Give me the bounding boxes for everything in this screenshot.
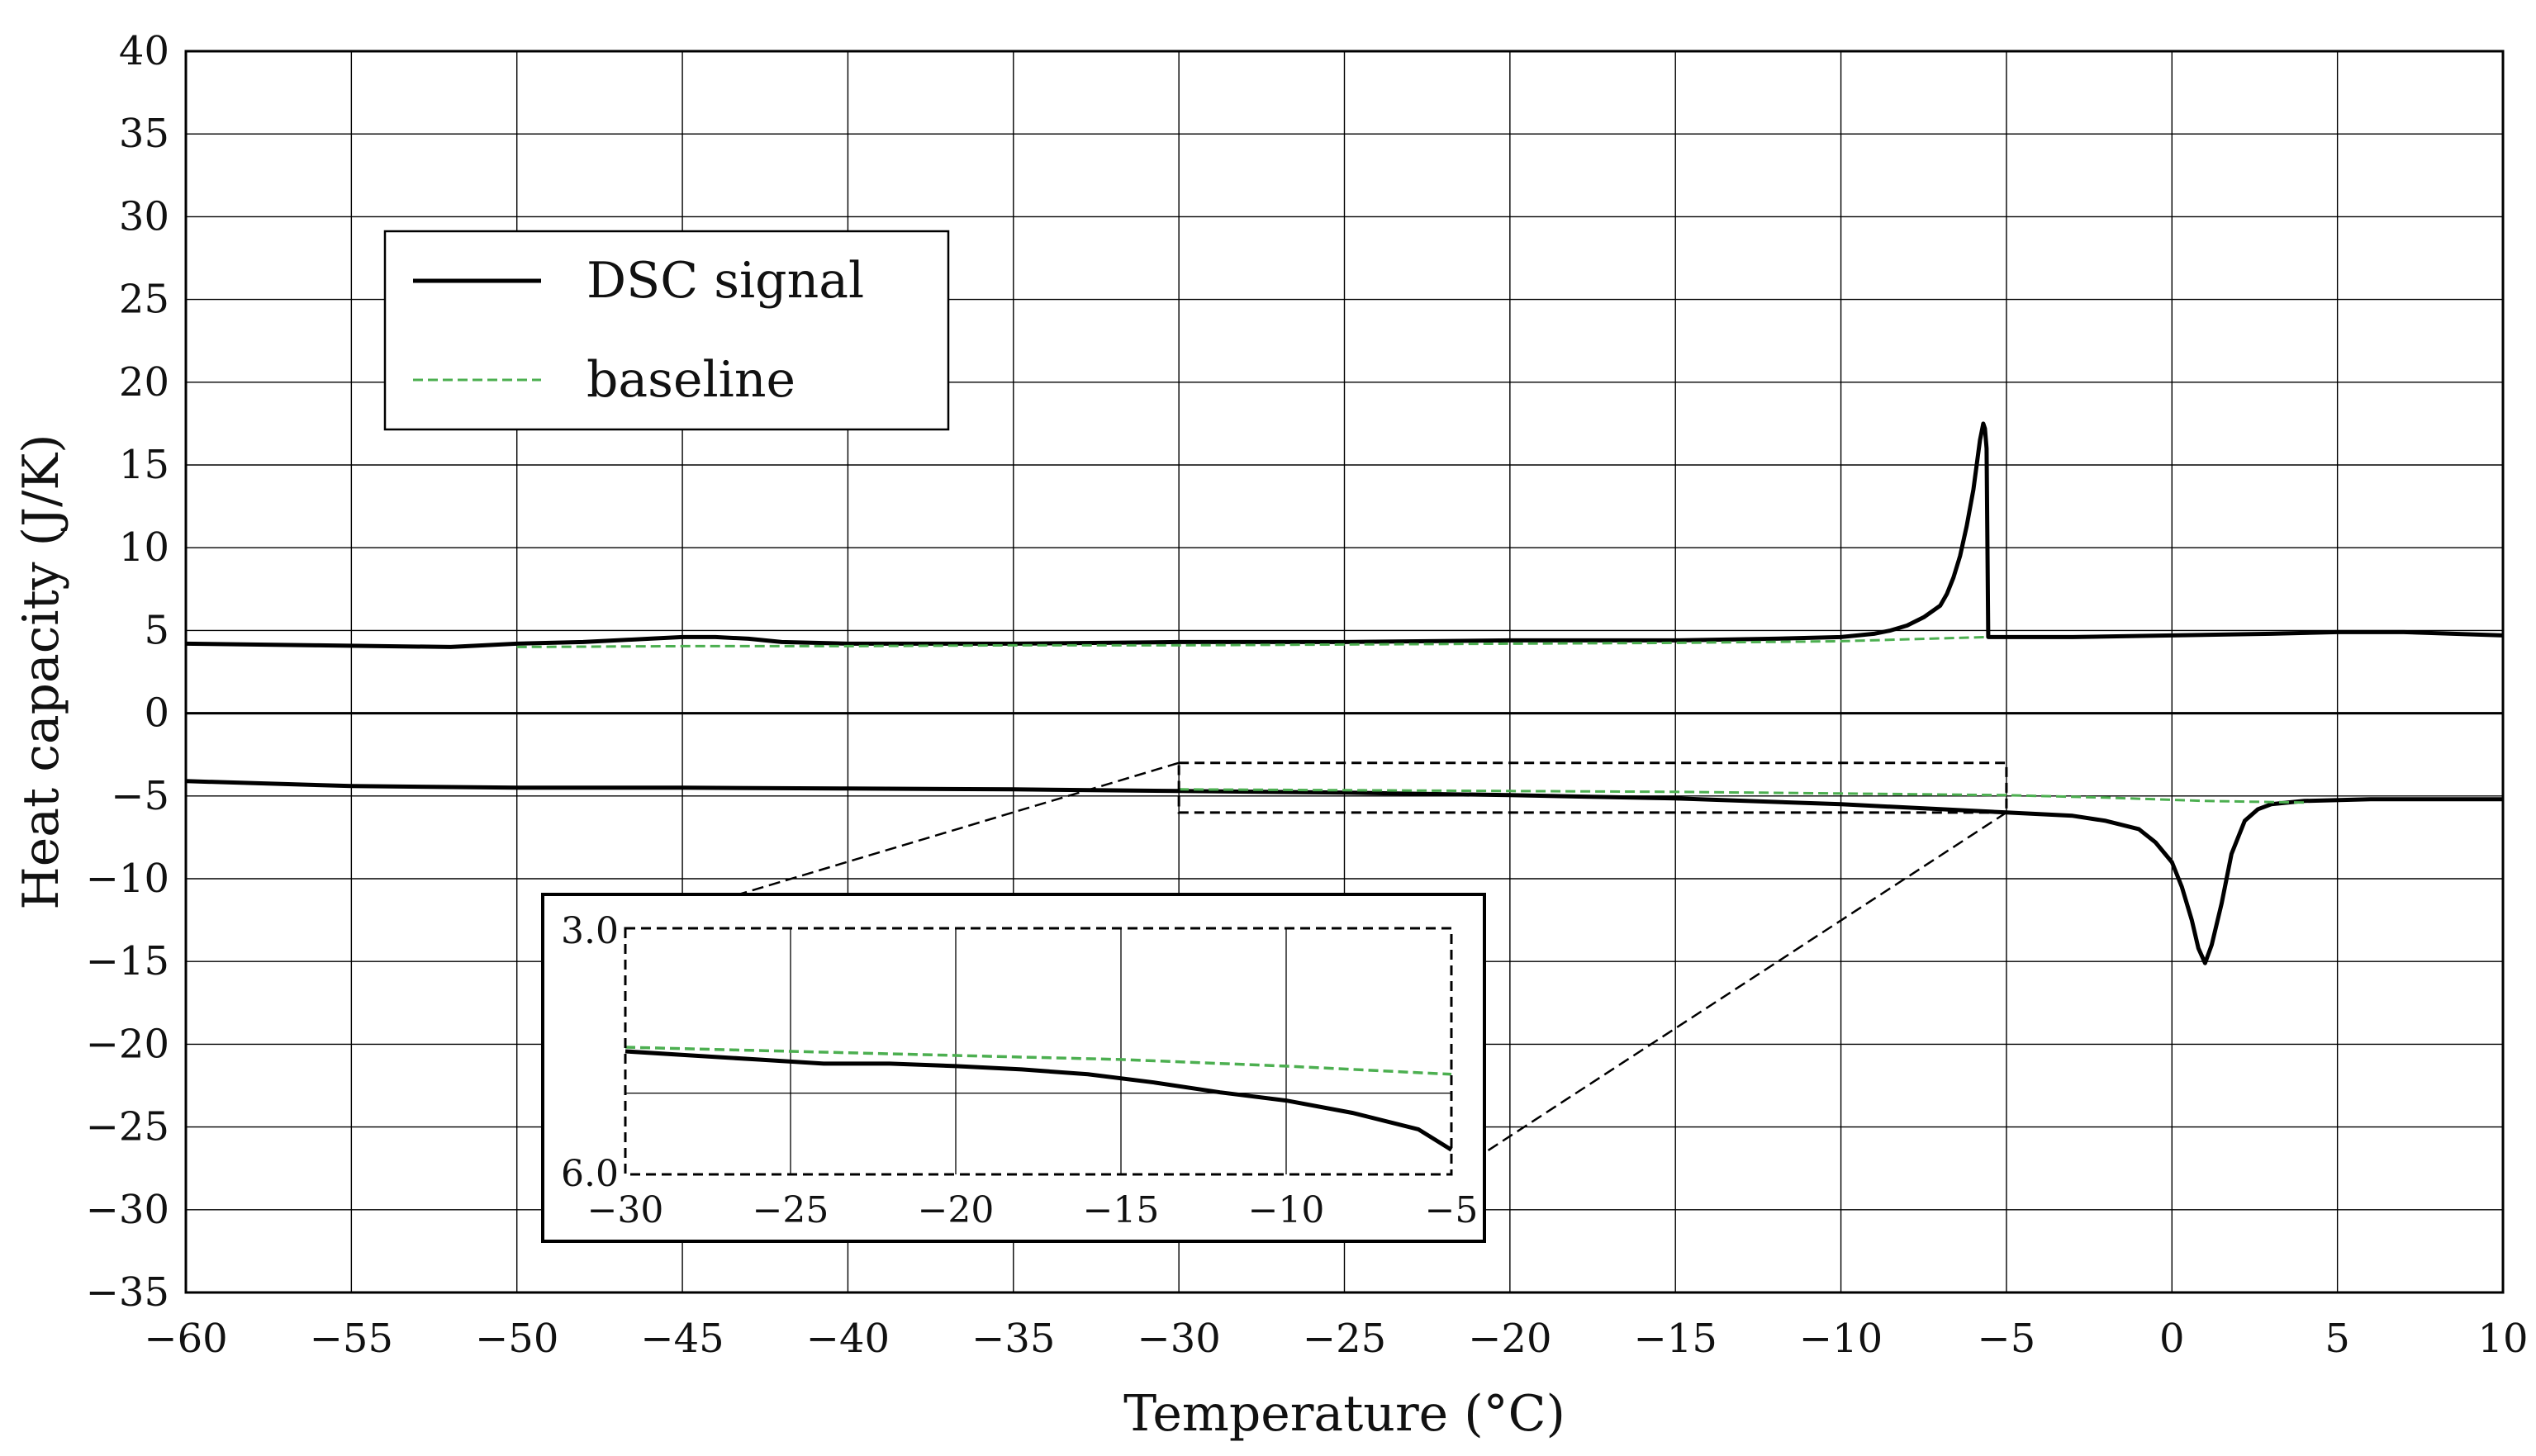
- y-tick-label: −15: [86, 938, 169, 984]
- x-tick-label: −55: [310, 1316, 393, 1362]
- y-axis-title: Heat capacity (J/K): [12, 434, 70, 909]
- series-line-baseline-cooling: [1179, 788, 2305, 804]
- y-tick-label: −25: [86, 1104, 169, 1150]
- x-tick-label: −40: [806, 1316, 890, 1362]
- x-tick-label: 0: [2159, 1316, 2185, 1362]
- y-tick-label: −35: [86, 1269, 169, 1316]
- x-tick-label: −45: [640, 1316, 724, 1362]
- y-tick-label: 40: [119, 28, 169, 74]
- y-tick-label: 25: [119, 277, 169, 323]
- inset-tick-labels: −30 −25 −20 −15 −10 −5: [587, 1189, 1479, 1231]
- legend-label-dsc-signal: DSC signal: [587, 252, 864, 310]
- inset-x-tick-label: −10: [1248, 1189, 1325, 1231]
- y-tick-label: 15: [119, 442, 169, 488]
- x-tick-label: −10: [1799, 1316, 1883, 1362]
- zoom-box: [1177, 761, 2008, 814]
- series-line-dsc-signal-heating: [185, 421, 2504, 649]
- zoom-connector-right: [1451, 811, 2007, 1176]
- inset-series-line-dsc-signal: [625, 1049, 1453, 1152]
- y-tick-label: 0: [144, 690, 169, 737]
- zoom-connector-left: [625, 761, 1180, 930]
- series-line-baseline-heating: [516, 635, 1987, 648]
- inset-series: [625, 1046, 1453, 1152]
- x-tick-label: −60: [144, 1316, 227, 1362]
- legend-box: [383, 230, 950, 431]
- x-tick-label: −35: [971, 1316, 1055, 1362]
- main-plot-series: [185, 421, 2504, 965]
- y-tick-label: −30: [86, 1187, 169, 1233]
- x-tick-label: −30: [1137, 1316, 1220, 1362]
- y-tick-label: −20: [86, 1021, 169, 1067]
- inset-zoom-plot: −30 −25 −20 −15 −10 −5 3.0 6.0: [541, 893, 1486, 1243]
- y-tick-label: −10: [86, 856, 169, 902]
- legend: DSC signal baseline: [383, 230, 950, 431]
- y-tick-label: 20: [119, 359, 169, 405]
- zoom-indicator: [625, 761, 2008, 1176]
- inset-x-tick-label: −30: [587, 1189, 664, 1231]
- series-line-dsc-signal-cooling: [185, 779, 2503, 965]
- y-tick-labels: 40 35 30 25 20 15 10 5 0 −5 −10 −15 −20 −25 −30 −35: [86, 28, 169, 1316]
- inset-x-tick-label: −15: [1083, 1189, 1160, 1231]
- y-tick-label: 5: [144, 607, 169, 653]
- x-tick-label: −50: [475, 1316, 558, 1362]
- inset-y-bottom-label: 6.0: [561, 1153, 619, 1195]
- x-tick-label: −15: [1634, 1316, 1717, 1362]
- inset-y-top-label: 3.0: [561, 910, 619, 952]
- x-tick-label: 10: [2477, 1316, 2528, 1362]
- y-tick-label: 10: [119, 524, 169, 571]
- y-tick-label: 35: [119, 111, 169, 157]
- inset-x-tick-label: −5: [1425, 1189, 1479, 1231]
- inset-plot-frame: [624, 927, 1453, 1176]
- inset-x-tick-label: −20: [918, 1189, 995, 1231]
- x-tick-label: −5: [1978, 1316, 2036, 1362]
- x-tick-label: −20: [1468, 1316, 1551, 1362]
- inset-series-line-baseline: [625, 1046, 1452, 1076]
- x-tick-label: −25: [1303, 1316, 1386, 1362]
- y-tick-label: 30: [119, 193, 169, 240]
- inset-x-tick-label: −25: [753, 1189, 829, 1231]
- x-tick-label: 5: [2325, 1316, 2350, 1362]
- plot-frame: [184, 50, 2505, 1294]
- x-axis-title: Temperature (°C): [1123, 1385, 1565, 1443]
- legend-label-baseline: baseline: [587, 351, 795, 409]
- x-tick-labels: −60 −55 −50 −45 −40 −35 −30 −25 −20 −15 −10 −5 0 5 10: [144, 1316, 2528, 1362]
- y-tick-label: −5: [111, 773, 169, 819]
